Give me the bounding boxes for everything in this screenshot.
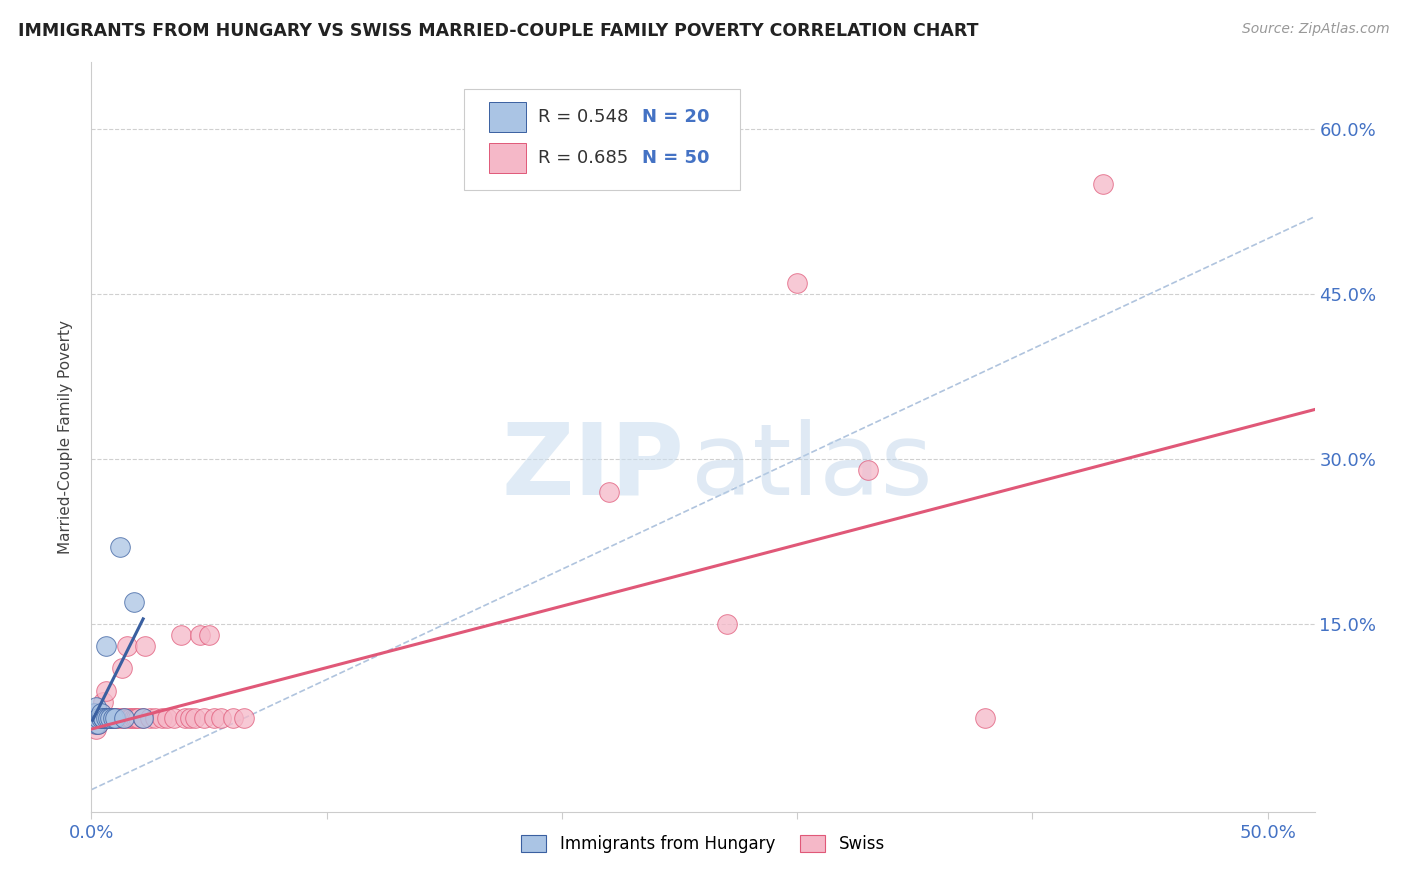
Point [104, 711, 127, 725]
Point [184, 711, 207, 725]
Point [108, 711, 131, 725]
Point [132, 711, 155, 725]
Point [101, 711, 124, 725]
Point [98, 711, 121, 725]
Legend: Immigrants from Hungary, Swiss: Immigrants from Hungary, Swiss [515, 828, 891, 860]
Point [97, 711, 120, 725]
Point [163, 711, 186, 725]
Point [111, 661, 134, 675]
Point [974, 711, 997, 725]
Point [83, 716, 105, 731]
Point [202, 711, 225, 725]
Text: N = 20: N = 20 [643, 108, 710, 126]
Point [108, 541, 131, 555]
Point [856, 463, 879, 477]
Text: IMMIGRANTS FROM HUNGARY VS SWISS MARRIED-COUPLE FAMILY POVERTY CORRELATION CHART: IMMIGRANTS FROM HUNGARY VS SWISS MARRIED… [18, 22, 979, 40]
Point [91, 711, 114, 725]
Point [120, 711, 142, 725]
Point [233, 711, 256, 725]
Point [112, 711, 135, 725]
Point [193, 711, 215, 725]
Point [118, 711, 141, 725]
Point [90, 706, 112, 720]
Point [127, 711, 149, 725]
Point [90, 706, 112, 720]
Point [90, 711, 112, 725]
Point [91, 711, 114, 725]
Point [134, 640, 156, 654]
Point [105, 711, 128, 725]
Point [101, 711, 124, 725]
Point [84, 700, 107, 714]
Point [112, 711, 135, 725]
Point [94, 683, 117, 698]
Point [104, 711, 127, 725]
Point [83, 706, 105, 720]
Text: ZIP: ZIP [502, 418, 685, 516]
Text: R = 0.548: R = 0.548 [538, 108, 628, 126]
Point [143, 711, 166, 725]
Point [97, 711, 120, 725]
Point [90, 711, 112, 725]
Point [98, 711, 121, 725]
Text: atlas: atlas [690, 418, 932, 516]
Point [150, 711, 173, 725]
Point [221, 711, 243, 725]
Point [83, 711, 105, 725]
Point [94, 640, 117, 654]
Point [122, 595, 145, 609]
FancyBboxPatch shape [489, 103, 526, 132]
Point [87, 711, 110, 725]
Point [115, 640, 138, 654]
Point [84, 706, 107, 720]
Point [94, 711, 117, 725]
Text: N = 50: N = 50 [643, 149, 710, 167]
Point [84, 716, 107, 731]
Point [87, 716, 110, 731]
FancyBboxPatch shape [464, 88, 740, 190]
Point [132, 711, 155, 725]
Text: R = 0.685: R = 0.685 [538, 149, 628, 167]
Point [598, 485, 620, 500]
Y-axis label: Married-Couple Family Poverty: Married-Couple Family Poverty [58, 320, 73, 554]
Point [174, 711, 197, 725]
Point [716, 617, 738, 632]
Point [209, 711, 232, 725]
Text: Source: ZipAtlas.com: Source: ZipAtlas.com [1241, 22, 1389, 37]
Point [156, 711, 179, 725]
Point [139, 711, 162, 725]
Point [198, 628, 221, 642]
Point [94, 711, 117, 725]
Point [786, 276, 808, 290]
Point [122, 711, 145, 725]
Point [83, 711, 105, 725]
FancyBboxPatch shape [489, 143, 526, 172]
Point [91, 694, 114, 708]
Point [188, 628, 211, 642]
Point [170, 628, 193, 642]
Point [125, 711, 148, 725]
Point [179, 711, 201, 725]
Point [1091, 177, 1114, 191]
Point [87, 716, 110, 731]
Point [87, 711, 110, 725]
Point [84, 722, 107, 736]
Point [91, 711, 114, 725]
